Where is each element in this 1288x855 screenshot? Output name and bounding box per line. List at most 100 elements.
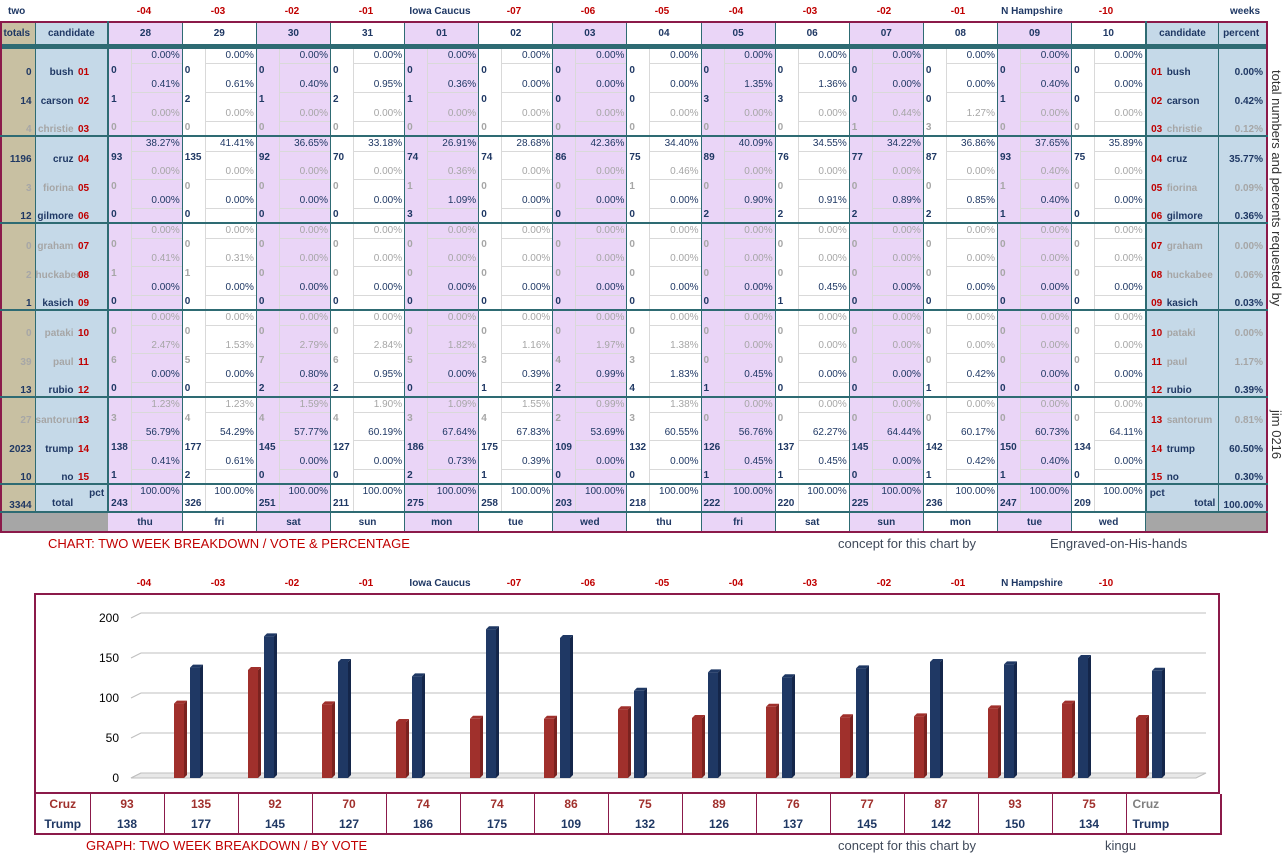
cruz-bar-2 — [322, 704, 332, 778]
day-percent: 0.00% — [373, 195, 403, 206]
day-votes: 77 — [851, 152, 863, 163]
day-percent: 0.00% — [225, 50, 254, 61]
series-value: 137 — [756, 814, 831, 834]
day-percent: 0.00% — [447, 253, 477, 264]
candidate-total: 13 — [1, 368, 36, 398]
day-cell: 0.00% 0 — [1071, 223, 1147, 252]
day-votes: 4 — [184, 413, 191, 424]
footer-day-votes: 247 — [999, 498, 1017, 509]
day-percent: 0.00% — [1040, 399, 1070, 410]
candidate-id-right: 15 — [1151, 472, 1163, 483]
day-percent: 0.00% — [447, 225, 477, 236]
header-date-8: 05 — [701, 22, 776, 45]
day-percent: 56.76% — [738, 427, 773, 438]
trump-bar-8 — [782, 677, 792, 778]
day-votes: 4 — [258, 413, 265, 424]
day-votes: 0 — [999, 65, 1006, 76]
candidate-name-cell-right: 12 rubio — [1144, 368, 1219, 398]
candidate-name-cell-right: 04 cruz — [1144, 136, 1219, 165]
day-cell: 0.00% 0 — [997, 339, 1073, 368]
day-percent: 33.18% — [368, 138, 403, 149]
day-percent: 0.00% — [1040, 253, 1070, 264]
day-votes: 0 — [999, 355, 1006, 366]
marker-13: -10 — [1098, 578, 1114, 589]
day-cell: 0.00% 0 — [701, 252, 776, 281]
day-votes: 0 — [184, 296, 191, 307]
day-votes: 0 — [703, 181, 710, 192]
day-cell: 0.00% 0 — [182, 368, 257, 398]
day-cell: 0.00% 0 — [330, 223, 406, 252]
day-percent: 1.16% — [521, 340, 551, 351]
day-percent: 56.79% — [145, 427, 180, 438]
day-votes: 3 — [629, 355, 635, 366]
day-percent: 0.00% — [225, 282, 254, 293]
day-cell: 0.00% 0 — [923, 310, 998, 339]
trump-bar-7 — [708, 672, 718, 778]
day-percent: 0.00% — [966, 253, 995, 264]
day-percent: 0.00% — [447, 282, 477, 293]
day-percent: 0.00% — [596, 50, 625, 61]
day-percent: 0.00% — [521, 195, 551, 206]
day-percent: 0.00% — [373, 50, 403, 61]
day-votes: 0 — [184, 122, 191, 133]
cruz-bar-9 — [840, 717, 850, 778]
day-votes: 0 — [258, 239, 265, 250]
trump-bar-0 — [190, 667, 200, 778]
day-votes: 0 — [407, 296, 413, 307]
trump-bar-2 — [338, 662, 348, 778]
day-percent: 0.00% — [1114, 108, 1143, 119]
day-cell: 1.23% 3 — [108, 397, 183, 426]
day-cell: 0.42% 1 — [923, 368, 998, 398]
day-votes: 0 — [629, 122, 635, 133]
day-votes: 0 — [555, 209, 561, 220]
day-votes: 6 — [332, 355, 339, 366]
candidate-name-cell: rubio 12 — [35, 368, 110, 398]
day-votes: 150 — [999, 442, 1017, 453]
header-date-12: 09 — [997, 22, 1073, 45]
day-percent: 40.09% — [738, 138, 773, 149]
day-percent: 1.97% — [596, 340, 625, 351]
day-cell: 0.00% 0 — [330, 49, 406, 78]
day-percent: 0.00% — [892, 312, 921, 323]
breakdown-table: totals candidate 28 29 30 31 01 02 03 04 05 06 07 08 0… — [0, 21, 1268, 533]
candidate-row-trump: 2023 trump 14 56.79% 138 54.29% 177 57.77% 145 60… — [1, 426, 1267, 455]
day-percent: 0.00% — [1040, 50, 1070, 61]
day-percent: 0.00% — [1114, 399, 1143, 410]
day-votes: 0 — [258, 65, 265, 76]
candidate-name: santorum — [35, 415, 82, 426]
weekday-5: tue — [478, 512, 554, 532]
series-value: 74 — [460, 794, 535, 814]
footer-day-votes: 225 — [851, 498, 869, 509]
day-cell: 0.00% 0 — [701, 397, 776, 426]
side-note: total numbers and percents requested by — [1269, 70, 1284, 307]
graph-data-table: Cruz 93 135 92 70 74 74 86 75 89 76 77 87 93 75 Cruz Tru… — [34, 794, 1222, 835]
candidate-id: 04 — [77, 154, 90, 165]
day-percent: 67.83% — [516, 427, 551, 438]
day-percent: 0.80% — [299, 369, 328, 380]
day-cell: 0.00% 0 — [330, 194, 406, 224]
day-votes: 0 — [629, 470, 635, 481]
day-percent: 0.00% — [818, 166, 847, 177]
day-votes: 0 — [332, 239, 339, 250]
day-percent: 0.40% — [1040, 456, 1070, 467]
footer-total-label-right: total — [1194, 498, 1216, 509]
candidate-id-right: 10 — [1151, 328, 1163, 339]
day-cell: 0.00% 0 — [849, 165, 924, 194]
day-cell: 64.44% 145 — [849, 426, 924, 455]
day-percent: 0.00% — [966, 282, 995, 293]
day-percent: 0.00% — [892, 225, 921, 236]
day-percent: 0.45% — [744, 456, 773, 467]
day-cell: 0.00% 0 — [256, 281, 331, 311]
day-percent: 0.00% — [1040, 225, 1070, 236]
candidate-name-cell-right: 14 trump — [1144, 426, 1219, 455]
candidate-percent: 1.17% — [1218, 339, 1267, 368]
day-votes: 0 — [703, 268, 710, 279]
day-votes: 0 — [481, 94, 487, 105]
day-percent: 0.39% — [521, 369, 551, 380]
day-votes: 0 — [999, 383, 1006, 394]
day-percent: 0.00% — [1114, 253, 1143, 264]
candidate-id-right: 13 — [1151, 415, 1163, 426]
day-votes: 0 — [1074, 268, 1080, 279]
trump-bar-11 — [1004, 664, 1014, 778]
day-votes: 0 — [777, 181, 784, 192]
